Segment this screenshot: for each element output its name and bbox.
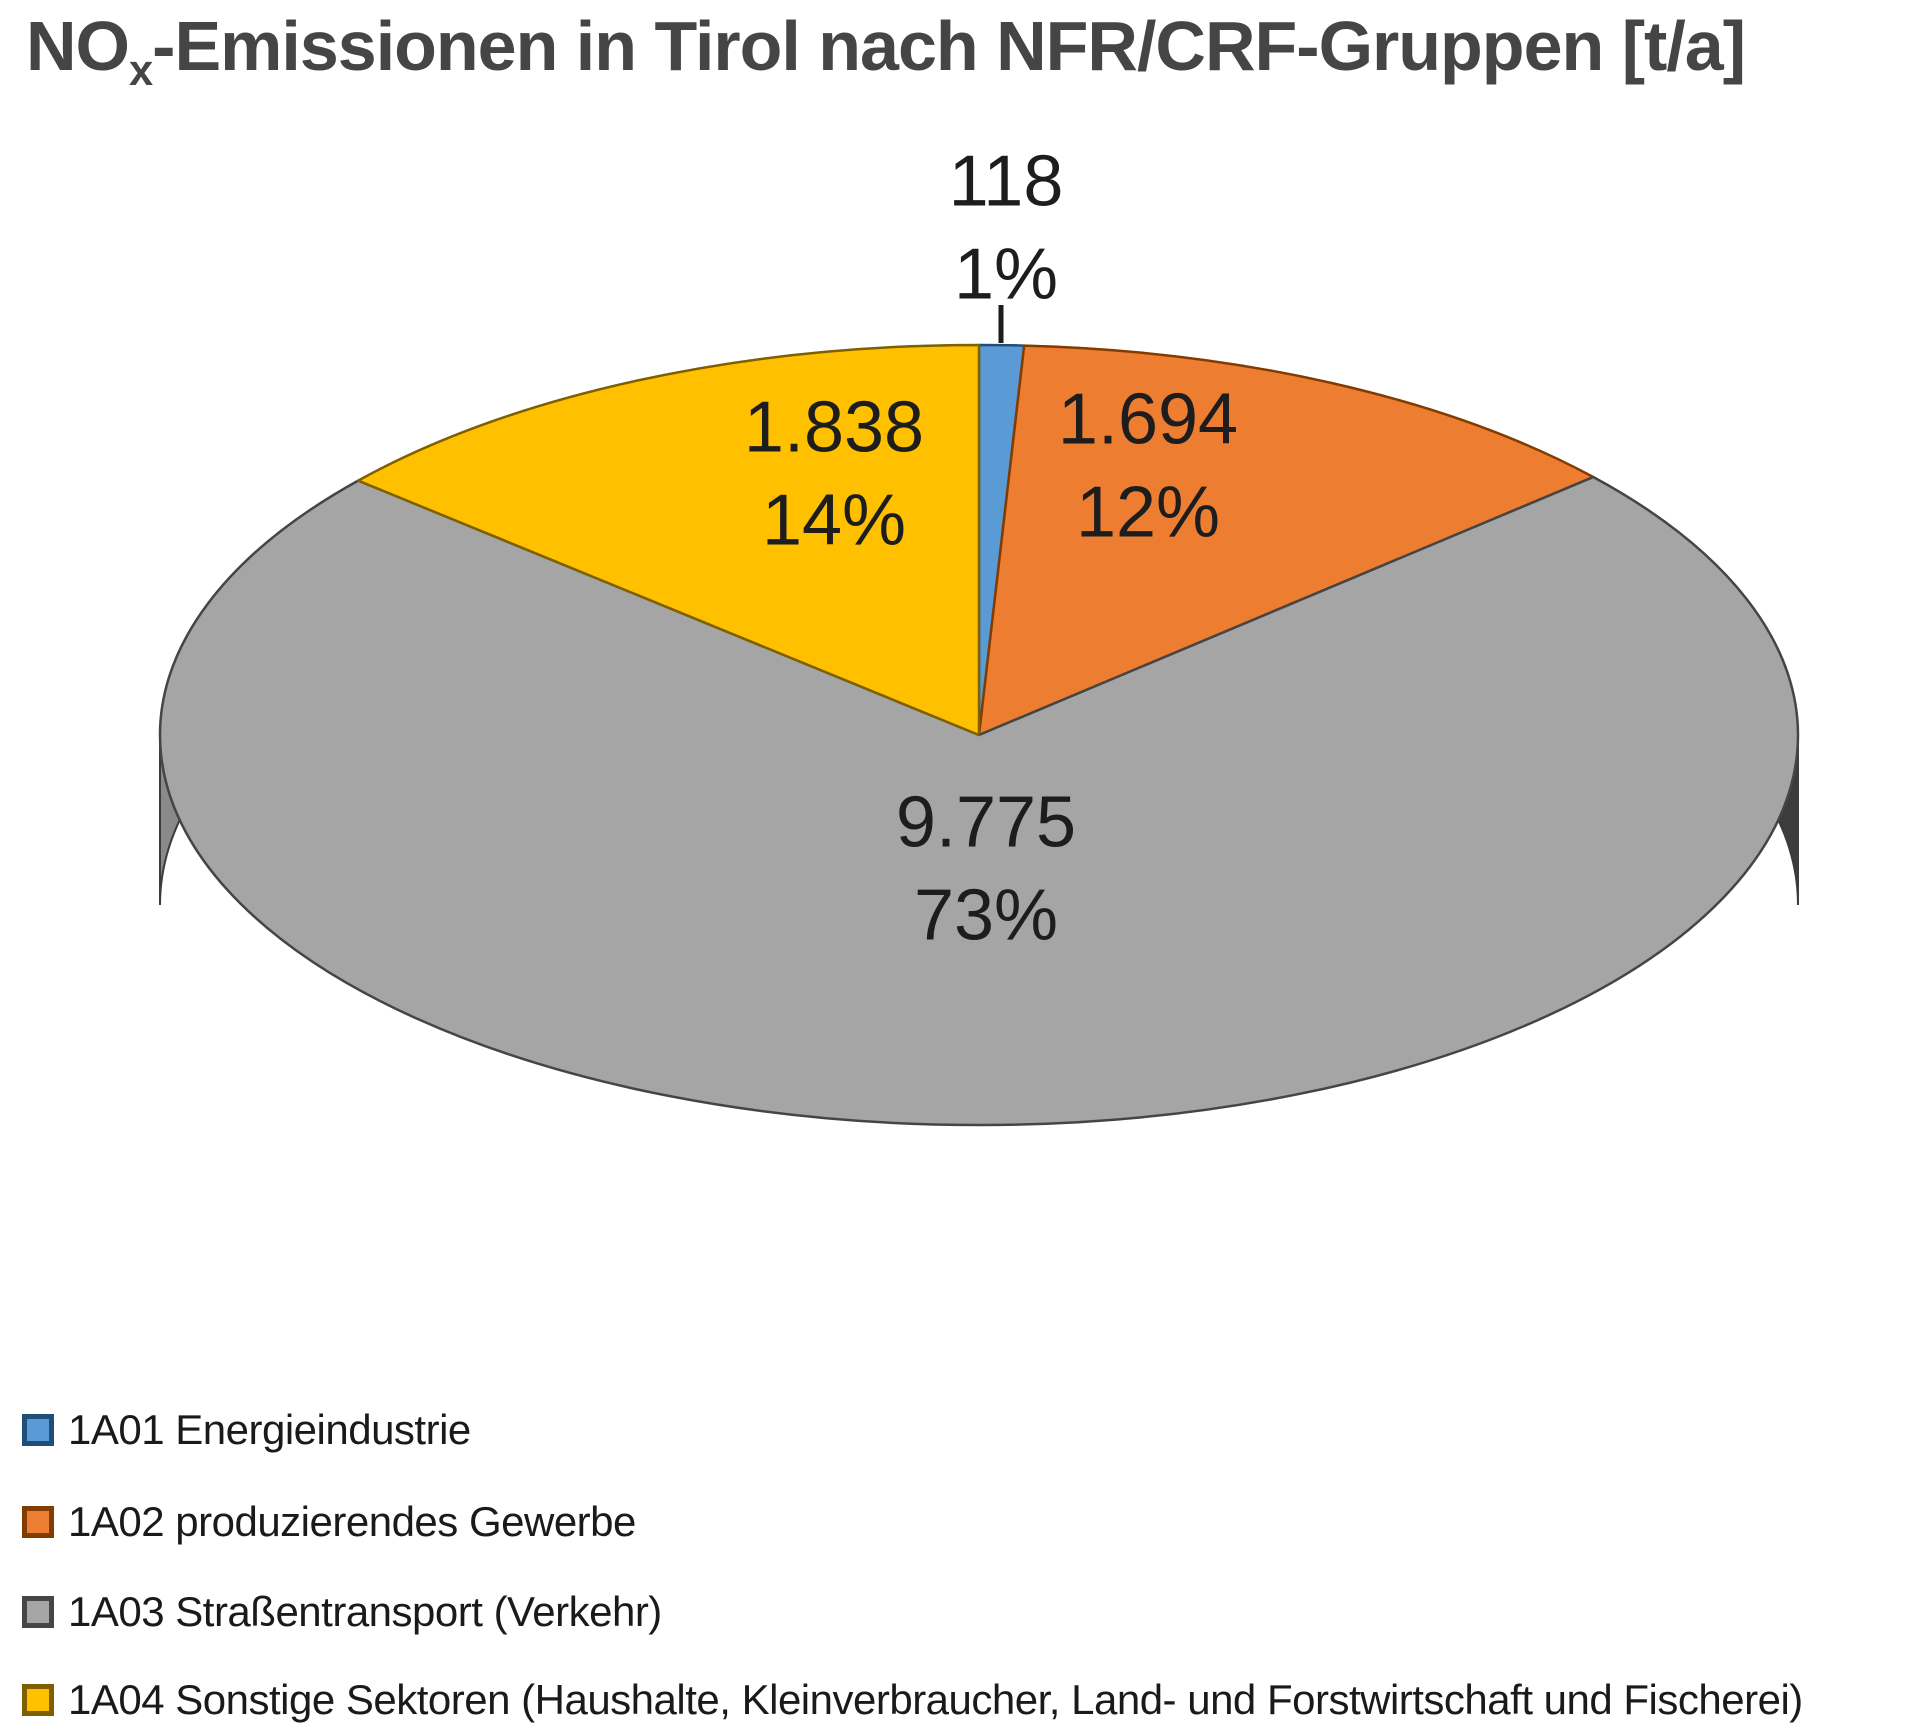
legend-label-1a03: 1A03 Straßentransport (Verkehr) [68,1588,662,1635]
slice-value-label-1a04: 1.838 [744,388,924,468]
legend-label-1a04: 1A04 Sonstige Sektoren (Haushalte, Klein… [68,1676,1803,1723]
legend-item-1a01: 1A01 Energieindustrie [22,1406,471,1454]
legend-item-1a02: 1A02 produzierendes Gewerbe [22,1498,636,1546]
legend-label-1a01: 1A01 Energieindustrie [68,1406,471,1453]
chart-title-prefix: NO [26,7,130,85]
slice-value-label-1a02: 1.694 [1058,380,1238,460]
slice-value-label-1a03: 9.775 [896,783,1076,863]
slice-pct-label-1a03: 73% [914,876,1058,956]
chart-title-suffix: -Emissionen in Tirol nach NFR/CRF-Gruppe… [152,7,1746,85]
slice-pct-label-1a02: 12% [1076,473,1220,553]
legend-item-1a04: 1A04 Sonstige Sektoren (Haushalte, Klein… [22,1676,1803,1724]
chart-title-subscript: x [129,47,153,95]
pie-slice-1a03 [158,475,1800,1127]
legend-swatch-1a02-icon [22,1506,54,1538]
legend-swatch-1a04-icon [22,1684,54,1716]
legend-swatch-1a01-icon [22,1414,54,1446]
chart-title: NOx-Emissionen in Tirol nach NFR/CRF-Gru… [26,6,1746,93]
slice-pct-label-1a01: 1% [954,235,1058,315]
pie-slice-1a02 [977,344,1595,737]
slice-value-label-1a01: 118 [949,142,1064,222]
legend-item-1a03: 1A03 Straßentransport (Verkehr) [22,1588,662,1636]
legend-swatch-1a03-icon [22,1596,54,1628]
legend-label-1a02: 1A02 produzierendes Gewerbe [68,1498,636,1545]
pie-slice-1a04 [356,343,981,737]
slice-pct-label-1a04: 14% [762,481,906,561]
